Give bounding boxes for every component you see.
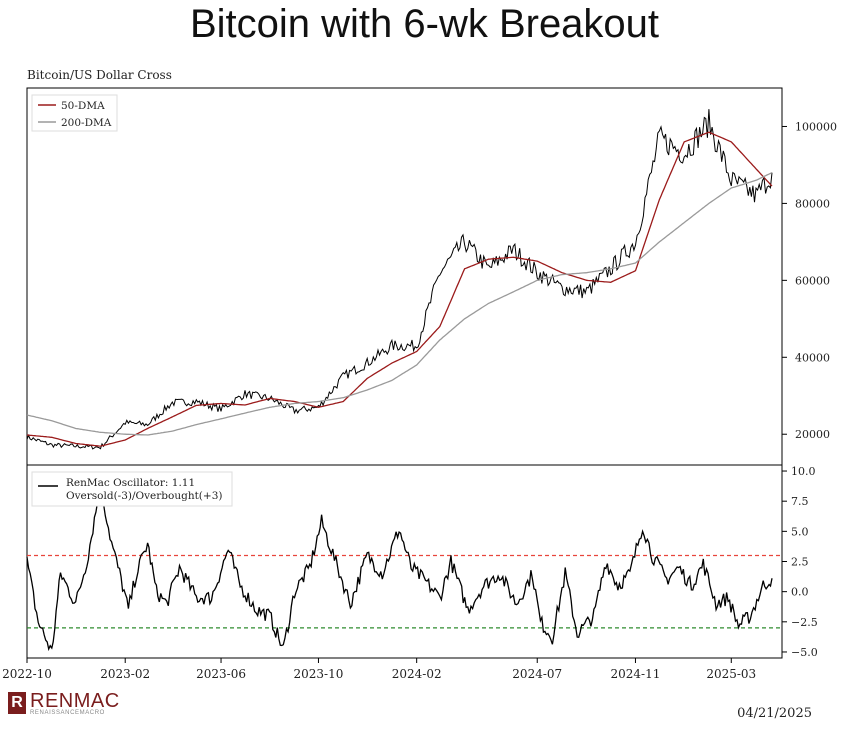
x-tick-label: 2022-10 <box>2 667 52 681</box>
threshold-legend-label: Oversold(-3)/Overbought(+3) <box>66 490 222 502</box>
price-legend-box <box>31 94 118 132</box>
oscillator-legend: RenMac Oscillator: 1.11Oversold(-3)/Over… <box>31 471 233 507</box>
oscillator-y-tick-label: 5.0 <box>791 525 809 538</box>
x-tick-label: 2024-07 <box>512 667 562 681</box>
oscillator-y-tick-label: −2.5 <box>791 616 818 629</box>
x-tick-label: 2024-11 <box>611 667 661 681</box>
dma200-legend-label: 200-DMA <box>61 117 112 129</box>
x-axis: 2022-10 2023-02 2023-06 2023-10 2024-02 2024-… <box>2 658 756 681</box>
oscillator-legend-label: RenMac Oscillator: 1.11 <box>66 477 195 489</box>
x-tick-label: 2023-06 <box>196 667 246 681</box>
oscillator-y-tick-label: 0.0 <box>791 586 809 599</box>
price-panel-frame <box>26 87 783 466</box>
oscillator-y-tick-label: 7.5 <box>791 495 809 508</box>
price-y-tick-label: 40000 <box>795 351 830 364</box>
x-tick-label: 2023-02 <box>100 667 150 681</box>
oscillator-y-tick-label: 2.5 <box>791 556 809 569</box>
price-legend: 50-DMA 200-DMA <box>31 94 118 132</box>
price-y-tick-label: 60000 <box>795 274 830 287</box>
oscillator-line <box>26 480 773 652</box>
price-panel: 20000 40000 60000 80000 100000 50-DMA 200-DMA <box>26 87 837 466</box>
price-line <box>26 109 773 450</box>
x-tick-label: 2024-02 <box>392 667 442 681</box>
logo-mark-icon: R <box>8 692 26 714</box>
price-chart-title: Bitcoin/US Dollar Cross <box>27 68 172 82</box>
price-y-tick-label: 100000 <box>795 120 837 133</box>
date-stamp: 04/21/2025 <box>737 706 812 721</box>
oscillator-legend-box <box>31 471 233 507</box>
renmac-logo: R RENMAC RENAISSANCEMACRO <box>8 690 128 720</box>
dma50-legend-label: 50-DMA <box>61 100 105 112</box>
dma200-line <box>26 172 773 436</box>
x-tick-label: 2025-03 <box>706 667 756 681</box>
oscillator-panel: −5.0 −2.5 0.0 2.5 5.0 7.5 10.0 RenMac Oscillato… <box>26 464 818 659</box>
dma50-line <box>26 131 773 447</box>
logo-word: RENMAC <box>30 690 120 712</box>
page-title: Bitcoin with 6-wk Breakout <box>189 2 660 46</box>
x-tick-label: 2023-10 <box>294 667 344 681</box>
price-y-tick-label: 20000 <box>795 428 830 441</box>
price-y-tick-label: 80000 <box>795 197 830 210</box>
oscillator-y-tick-label: 10.0 <box>791 465 816 478</box>
oscillator-y-tick-label: −5.0 <box>791 646 818 659</box>
logo-subtext: RENAISSANCEMACRO <box>30 710 105 716</box>
